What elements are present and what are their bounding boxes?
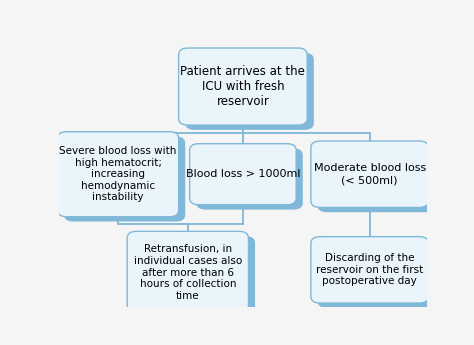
Text: Discarding of the
reservoir on the first
postoperative day: Discarding of the reservoir on the first… [316, 253, 423, 286]
FancyBboxPatch shape [64, 137, 185, 221]
Text: Retransfusion, in
individual cases also
after more than 6
hours of collection
ti: Retransfusion, in individual cases also … [134, 244, 242, 301]
FancyBboxPatch shape [311, 237, 428, 303]
FancyBboxPatch shape [190, 144, 296, 205]
Text: Moderate blood loss
(< 500ml): Moderate blood loss (< 500ml) [313, 164, 426, 185]
FancyBboxPatch shape [196, 148, 303, 209]
Text: Patient arrives at the
ICU with fresh
reservoir: Patient arrives at the ICU with fresh re… [181, 65, 305, 108]
FancyBboxPatch shape [318, 146, 435, 212]
FancyBboxPatch shape [134, 236, 255, 318]
FancyBboxPatch shape [127, 231, 248, 314]
FancyBboxPatch shape [311, 141, 428, 207]
FancyBboxPatch shape [57, 132, 179, 217]
FancyBboxPatch shape [185, 53, 314, 130]
Text: Severe blood loss with
high hematocrit;
increasing
hemodynamic
instability: Severe blood loss with high hematocrit; … [59, 146, 177, 203]
FancyBboxPatch shape [318, 241, 435, 308]
Text: Blood loss > 1000ml: Blood loss > 1000ml [186, 169, 300, 179]
FancyBboxPatch shape [179, 48, 307, 125]
